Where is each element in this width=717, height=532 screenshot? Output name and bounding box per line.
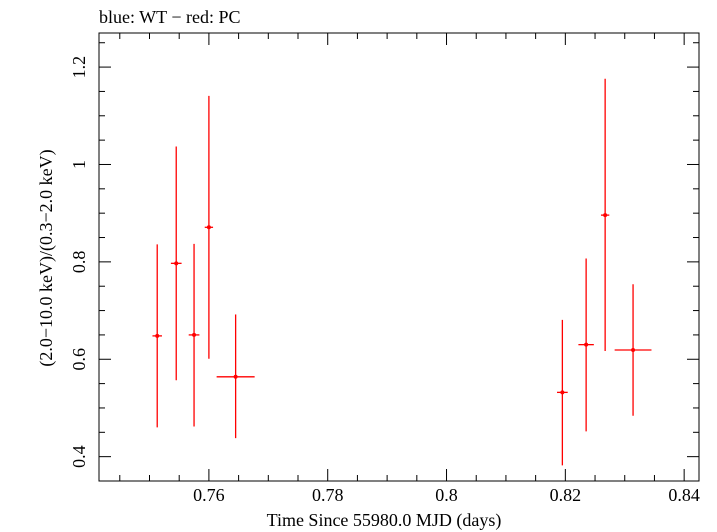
point-marker (603, 213, 608, 218)
point-marker (560, 390, 565, 395)
y-tick-label: 1.2 (69, 56, 89, 79)
y-axis-title: (2.0−10.0 keV)/(0.3−2.0 keV) (36, 149, 57, 366)
y-tick-label: 0.4 (69, 445, 89, 468)
point-marker (155, 333, 160, 338)
point-marker (206, 225, 211, 230)
x-tick-label: 0.78 (312, 485, 344, 505)
point-marker (631, 348, 636, 353)
x-tick-label: 0.76 (193, 485, 225, 505)
data-point-pc (557, 319, 568, 466)
chart-title: blue: WT − red: PC (99, 7, 240, 27)
x-tick-label: 0.8 (435, 485, 458, 505)
x-axis-title: Time Since 55980.0 MJD (days) (267, 510, 502, 531)
plot-frame (98, 32, 700, 482)
y-tick-label: 0.8 (69, 251, 89, 274)
data-point-pc (170, 146, 182, 381)
data-point-pc (600, 78, 610, 351)
y-tick-label: 0.6 (69, 348, 89, 371)
point-marker (584, 342, 589, 347)
data-point-pc (204, 95, 214, 359)
y-tick-label: 1 (69, 160, 89, 169)
data-point-pc (188, 243, 200, 427)
x-tick-label: 0.82 (550, 485, 582, 505)
point-marker (192, 332, 197, 337)
x-tick-label: 0.84 (668, 485, 700, 505)
point-marker (233, 374, 238, 379)
data-point-pc (614, 284, 652, 416)
data-point-pc (216, 314, 255, 439)
data-point-pc (152, 244, 162, 428)
point-marker (174, 261, 179, 266)
data-point-pc (578, 258, 594, 432)
